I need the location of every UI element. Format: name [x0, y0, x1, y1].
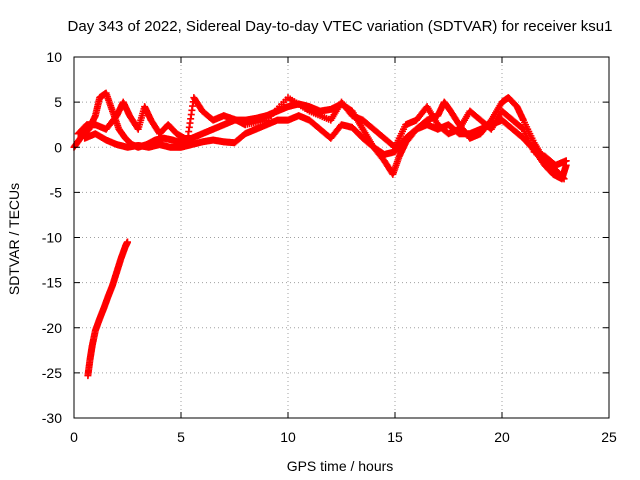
y-tick-label--30: -30 — [42, 410, 62, 426]
x-tick-label-5: 5 — [177, 429, 185, 445]
data-point — [124, 238, 131, 246]
x-tick-label-20: 20 — [494, 429, 510, 445]
data-points — [70, 89, 570, 380]
x-tick-label-15: 15 — [387, 429, 403, 445]
series-lower-band — [81, 112, 570, 183]
chart-title: Day 343 of 2022, Sidereal Day-to-day VTE… — [68, 18, 613, 35]
y-tick-label-0: 0 — [54, 139, 62, 155]
x-axis-label: GPS time / hours — [287, 458, 394, 474]
x-tick-label-25: 25 — [601, 429, 617, 445]
y-tick-label--5: -5 — [50, 184, 63, 200]
y-tick-label--20: -20 — [42, 320, 62, 336]
x-tick-label-0: 0 — [70, 429, 78, 445]
x-tick-label-10: 10 — [280, 429, 296, 445]
data-point — [562, 161, 570, 169]
y-axis-label: SDTVAR / TECUs — [6, 183, 22, 295]
axis-ticks: 0 5 10 15 20 25 -30 -25 -20 -15 -10 -5 0 5 10 — [42, 49, 617, 445]
y-tick-label--10: -10 — [42, 230, 62, 246]
y-tick-label--25: -25 — [42, 365, 62, 381]
y-tick-label-5: 5 — [54, 94, 62, 110]
y-tick-label--15: -15 — [42, 275, 62, 291]
grid-lines — [74, 57, 609, 418]
y-tick-label-10: 10 — [46, 49, 62, 65]
series-low-outlier — [84, 238, 131, 380]
